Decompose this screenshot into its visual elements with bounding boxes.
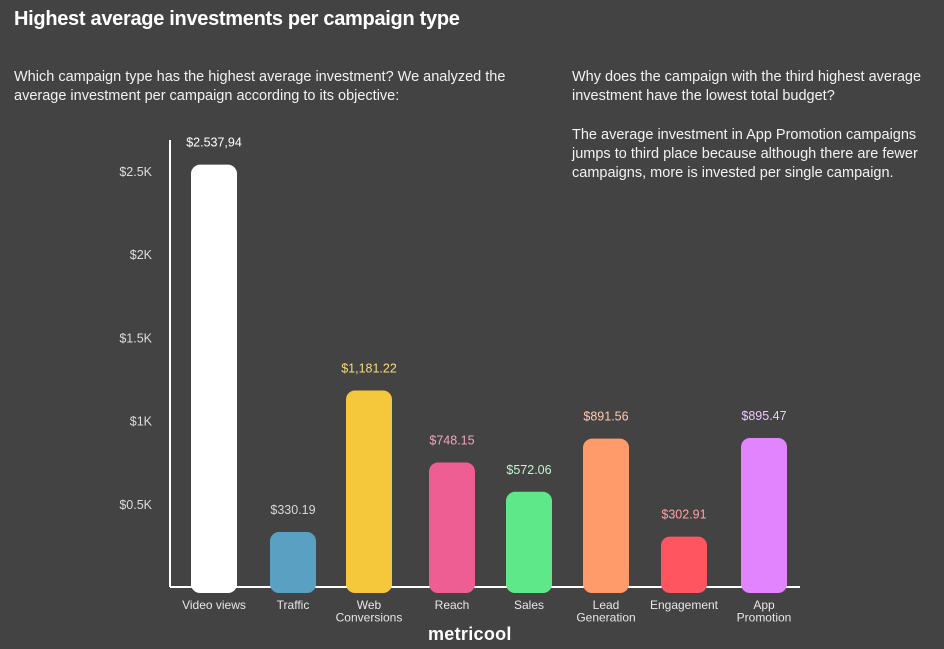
x-tick-label: Sales	[514, 598, 544, 612]
bar	[661, 536, 707, 593]
bar	[506, 491, 552, 593]
y-tick-label: $1.5K	[119, 331, 152, 345]
chart-title: Highest average investments per campaign…	[14, 8, 460, 30]
x-tick-label: Web	[357, 598, 382, 612]
x-tick-label: Traffic	[277, 598, 310, 612]
x-tick-label: App	[753, 598, 775, 612]
bar-base	[661, 579, 707, 586]
y-tick-label: $2K	[130, 248, 153, 262]
data-label: $891.56	[583, 410, 628, 424]
x-tick-label: Video views	[182, 598, 246, 612]
data-label: $2.537,94	[186, 136, 242, 150]
bar	[346, 390, 392, 593]
x-tick-label: Promotion	[737, 611, 792, 625]
bar	[741, 437, 787, 593]
data-label: $1,181.22	[341, 361, 397, 375]
data-label: $572.06	[506, 463, 551, 477]
y-tick-label: $2.5K	[119, 165, 152, 179]
bar	[270, 532, 316, 593]
answer-text: The average investment in App Promotion …	[572, 127, 918, 181]
bar-base	[506, 579, 552, 586]
data-label: $748.15	[429, 434, 474, 448]
bar-base	[741, 579, 787, 586]
x-tick-label: Engagement	[650, 598, 719, 612]
x-tick-label: Conversions	[336, 611, 403, 625]
bar-base	[583, 579, 629, 586]
bar-base	[191, 579, 237, 586]
y-tick-label: $1K	[130, 415, 153, 429]
data-label: $302.91	[661, 508, 706, 522]
bar-base	[346, 579, 392, 586]
bar	[583, 438, 629, 593]
bar	[191, 164, 237, 594]
bar-base	[429, 579, 475, 586]
bar-base	[270, 579, 316, 586]
data-label: $330.19	[270, 503, 315, 517]
x-tick-label: Generation	[576, 611, 635, 625]
question-text: Why does the campaign with the third hig…	[572, 69, 922, 104]
y-tick-label: $0.5K	[119, 498, 152, 512]
bar	[429, 462, 475, 593]
x-tick-label: Lead	[593, 598, 620, 612]
x-tick-label: Reach	[435, 598, 470, 612]
data-label: $895.47	[741, 409, 786, 423]
metricool-logo: metricool	[428, 624, 512, 644]
intro-text: Which campaign type has the highest aver…	[14, 69, 506, 104]
